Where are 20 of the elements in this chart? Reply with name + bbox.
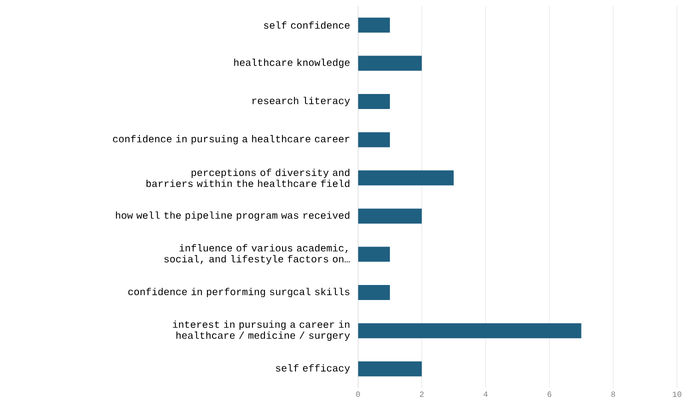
y-tick-label: interest in pursuing a career in healthcare / medicine / surgery bbox=[172, 320, 350, 341]
bar bbox=[358, 246, 390, 262]
y-tick-label: healthcare knowledge bbox=[234, 58, 350, 68]
y-tick-label: confidence in pursuing a healthcare career bbox=[113, 135, 350, 144]
y-tick-label: influence of various academic, social, and lifestyle factors on… bbox=[164, 244, 350, 264]
y-tick-label: how well the pipeline program was received bbox=[116, 211, 350, 221]
bar bbox=[358, 208, 422, 224]
bar bbox=[358, 132, 390, 148]
bar bbox=[358, 18, 390, 33]
bar bbox=[358, 94, 390, 109]
y-tick-label: research literacy bbox=[252, 96, 350, 106]
y-tick-label: confidence in performing surgcal skills bbox=[128, 288, 350, 298]
bar bbox=[358, 56, 422, 71]
y-tick-label: perceptions of diversity and barriers within the healthcare field bbox=[146, 168, 350, 188]
bar bbox=[358, 361, 422, 376]
bar bbox=[358, 285, 390, 300]
bar bbox=[358, 170, 454, 186]
y-tick-label: self confidence bbox=[264, 21, 350, 29]
bar bbox=[358, 323, 582, 338]
y-tick-label: self efficacy bbox=[276, 364, 350, 374]
